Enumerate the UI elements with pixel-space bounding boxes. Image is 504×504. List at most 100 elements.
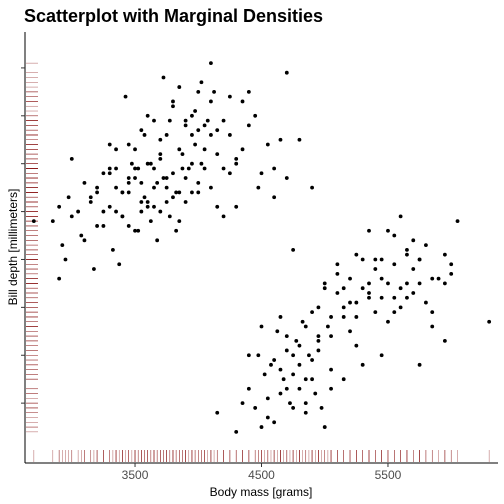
data-point (272, 358, 277, 362)
data-point (114, 166, 118, 171)
data-point (313, 391, 318, 396)
data-point (405, 281, 409, 286)
data-point (139, 209, 144, 214)
data-point (398, 286, 403, 291)
data-point (161, 176, 166, 180)
data-point (227, 94, 232, 99)
data-point (367, 228, 371, 233)
data-point (133, 228, 137, 233)
data-point (164, 176, 169, 180)
data-point (329, 367, 333, 372)
data-point (31, 219, 36, 224)
data-point (95, 190, 99, 195)
data-point (221, 214, 226, 219)
data-point (259, 324, 264, 329)
data-point (177, 190, 182, 195)
data-point (92, 267, 96, 271)
data-point (183, 123, 188, 128)
data-point (101, 171, 106, 176)
data-point (215, 152, 220, 157)
data-point (88, 195, 93, 200)
data-point (430, 324, 435, 329)
data-point (221, 166, 226, 171)
data-point (136, 166, 141, 171)
data-point (145, 161, 150, 166)
data-point (322, 281, 327, 286)
data-point (329, 315, 333, 319)
data-point (284, 176, 289, 180)
data-point (316, 348, 321, 353)
data-point (139, 180, 144, 185)
data-point (256, 185, 261, 190)
data-point (329, 334, 333, 338)
data-point (253, 113, 258, 118)
data-point (278, 315, 283, 319)
data-point (379, 257, 384, 262)
data-point (114, 185, 118, 190)
data-point (57, 276, 62, 281)
data-point (177, 147, 182, 152)
data-point (367, 291, 371, 295)
data-point (120, 214, 125, 219)
data-point (275, 329, 280, 334)
data-point (240, 99, 245, 104)
data-point (190, 161, 194, 166)
data-point (142, 195, 147, 200)
data-point (117, 262, 122, 267)
data-point (171, 104, 175, 109)
data-point (360, 286, 365, 291)
data-point (354, 300, 359, 305)
data-point (212, 89, 216, 94)
data-point (348, 276, 352, 281)
data-point (110, 247, 115, 252)
data-point (171, 171, 175, 176)
data-point (269, 362, 273, 367)
data-point (487, 319, 492, 324)
data-point (307, 353, 311, 358)
data-point (155, 180, 160, 185)
data-point (202, 123, 207, 128)
data-point (303, 324, 308, 329)
data-point (272, 195, 277, 200)
data-point (202, 166, 207, 171)
data-point (221, 118, 226, 123)
x-tick-label: 3500 (122, 468, 149, 482)
data-point (256, 353, 261, 358)
data-point (155, 238, 160, 243)
data-point (442, 338, 447, 343)
data-point (190, 190, 194, 195)
data-point (253, 406, 258, 410)
data-point (114, 147, 118, 152)
data-point (161, 75, 166, 80)
data-point (107, 142, 112, 147)
data-point (234, 161, 239, 166)
data-point (297, 386, 302, 391)
data-point (215, 128, 220, 133)
x-rug (33, 450, 490, 462)
data-point (139, 200, 144, 204)
data-point (325, 324, 330, 329)
data-point (303, 377, 308, 382)
data-point (227, 133, 232, 137)
data-point (246, 89, 251, 94)
data-point (196, 128, 201, 133)
data-point (158, 137, 163, 142)
data-point (310, 377, 314, 382)
data-point (373, 257, 378, 262)
chart-title: Scatterplot with Marginal Densities (24, 6, 323, 26)
data-point (341, 305, 346, 310)
data-point (411, 291, 416, 295)
data-point (278, 137, 283, 142)
x-tick-label: 5500 (375, 468, 402, 482)
data-point (265, 415, 270, 420)
data-point (449, 271, 454, 276)
data-point (405, 252, 409, 257)
data-point (278, 367, 283, 372)
data-point (126, 142, 131, 147)
data-point (205, 118, 210, 123)
data-point (291, 406, 296, 410)
data-point (417, 281, 422, 286)
data-point (145, 204, 150, 209)
data-point (101, 209, 106, 214)
